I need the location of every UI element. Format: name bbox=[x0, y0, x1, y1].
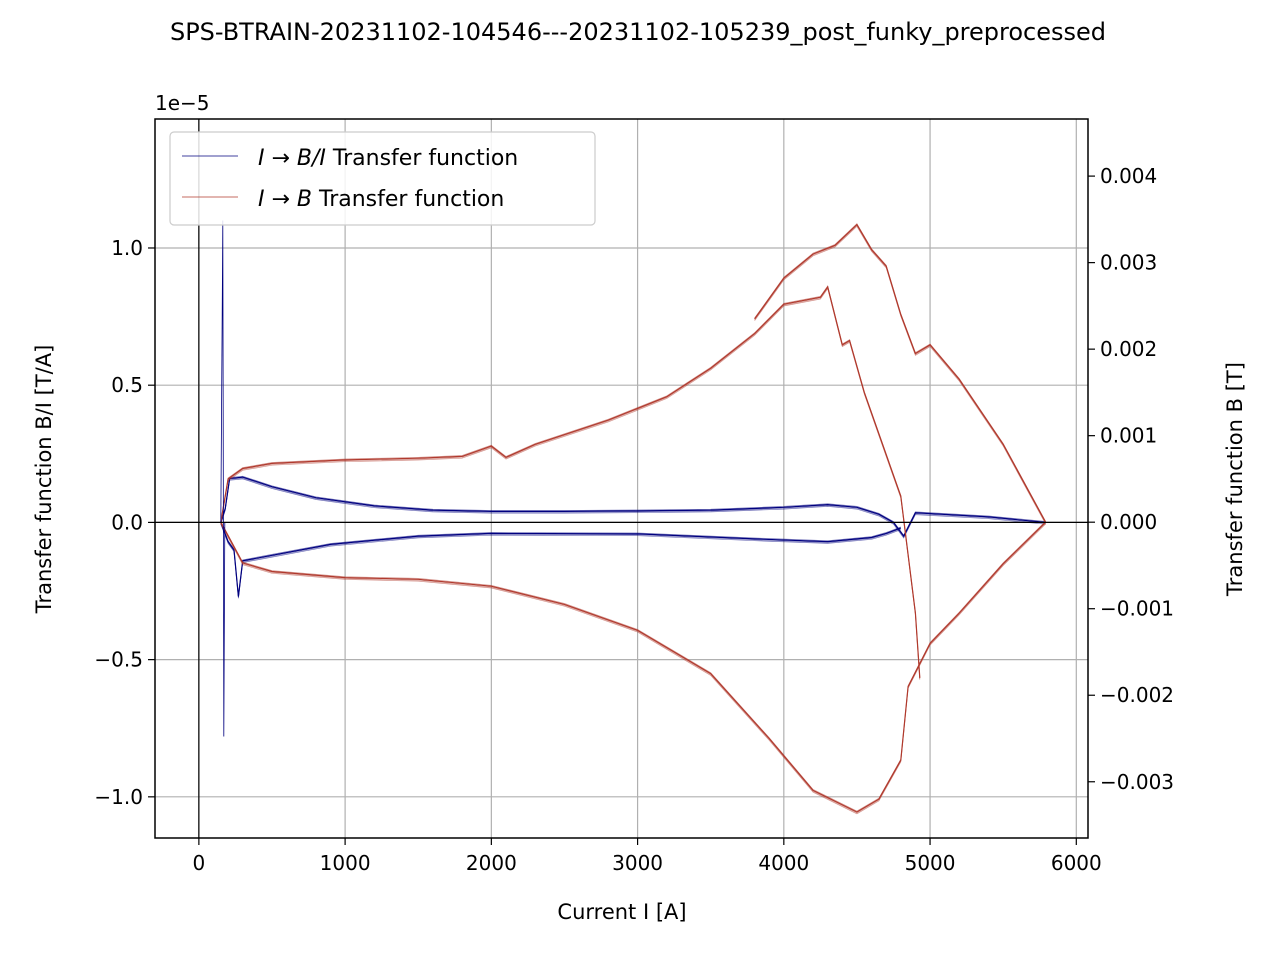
series-0-upper-branch-trace-0 bbox=[220, 476, 1046, 538]
series-0-startup-spike bbox=[220, 220, 226, 737]
y-left-tick-label-3: 0.5 bbox=[111, 373, 143, 397]
series-1-upper-branch-trace-1 bbox=[220, 286, 921, 679]
plot-frame bbox=[154, 118, 1089, 839]
x-axis: 0 1000 2000 3000 4000 5000 6000 bbox=[193, 838, 1102, 875]
x-axis-label: Current I [A] bbox=[557, 900, 686, 924]
y-left-tick-label-4: 1.0 bbox=[111, 236, 143, 260]
legend-box bbox=[169, 131, 596, 226]
series-0-upper-branch-trace-2 bbox=[220, 475, 1046, 536]
legend: I → B/I Transfer function I → B Transfer… bbox=[169, 131, 596, 226]
series-layer bbox=[220, 220, 1047, 815]
y-axis-right-label: Transfer function B [T] bbox=[1223, 362, 1247, 597]
series-0-upper-branch-trace-1 bbox=[220, 477, 1046, 538]
y-left-tick-label-2: 0.0 bbox=[111, 510, 143, 534]
series-1-upper-branch-outer-trace-2 bbox=[754, 223, 1046, 522]
series-1-lower-branch-trace-1 bbox=[220, 522, 1046, 814]
series-0-lower-branch-trace-0 bbox=[220, 522, 902, 597]
reference-lines bbox=[155, 119, 1088, 838]
series-1-upper-branch-trace-3 bbox=[220, 287, 921, 680]
y-left-tick-label-1: −0.5 bbox=[94, 648, 143, 672]
y-right-tick-label-1: −0.002 bbox=[1100, 683, 1174, 707]
series-0-upper-branch-trace-3 bbox=[220, 478, 1046, 539]
x-tick-label-4: 4000 bbox=[758, 851, 809, 875]
y-right-tick-label-6: 0.003 bbox=[1100, 251, 1157, 275]
y-left-tick-label-0: −1.0 bbox=[94, 785, 143, 809]
chart-title: SPS-BTRAIN-20231102-104546---20231102-10… bbox=[170, 18, 1106, 46]
y-axis-left: −1.0 −0.5 0.0 0.5 1.0 bbox=[94, 236, 155, 809]
y-right-tick-label-0: −0.003 bbox=[1100, 770, 1174, 794]
grid bbox=[155, 119, 1088, 838]
series-1-upper-branch-outer-trace-0 bbox=[754, 223, 1047, 523]
y-right-tick-label-4: 0.001 bbox=[1100, 424, 1157, 448]
x-tick-label-0: 0 bbox=[193, 851, 206, 875]
y-axis-left-label: Transfer function B/I [T/A] bbox=[32, 345, 56, 615]
series-1-upper-branch-trace-2 bbox=[220, 285, 921, 678]
x-tick-label-2: 2000 bbox=[466, 851, 517, 875]
x-tick-label-3: 3000 bbox=[612, 851, 663, 875]
series-0-lower-branch-trace-2 bbox=[220, 521, 901, 596]
x-tick-label-1: 1000 bbox=[320, 851, 371, 875]
series-0-lower-branch-trace-3 bbox=[220, 524, 901, 599]
y-right-tick-label-2: −0.001 bbox=[1100, 597, 1174, 621]
series-1-upper-branch-outer-trace-1 bbox=[754, 224, 1046, 524]
series-1-lower-branch-trace-2 bbox=[220, 521, 1046, 812]
legend-label-bi: I → B/I Transfer function bbox=[258, 146, 518, 171]
left-offset-text: 1e−5 bbox=[155, 91, 210, 115]
series-0-lower-branch-trace-1 bbox=[220, 523, 901, 598]
y-right-tick-label-7: 0.004 bbox=[1100, 164, 1157, 188]
legend-label-b: I → B Transfer function bbox=[258, 187, 504, 212]
x-tick-label-6: 6000 bbox=[1051, 851, 1102, 875]
y-axis-right: −0.003 −0.002 −0.001 0.000 0.001 0.002 0.003 0.… bbox=[1088, 164, 1174, 794]
series-1-upper-branch-trace-0 bbox=[220, 285, 921, 678]
y-right-tick-label-5: 0.002 bbox=[1100, 337, 1157, 361]
series-1-lower-branch-trace-0 bbox=[220, 521, 1047, 813]
y-right-tick-label-3: 0.000 bbox=[1100, 510, 1157, 534]
series-1-lower-branch-trace-3 bbox=[220, 523, 1046, 815]
series-1-upper-branch-outer-trace-3 bbox=[754, 225, 1046, 525]
x-tick-label-5: 5000 bbox=[905, 851, 956, 875]
